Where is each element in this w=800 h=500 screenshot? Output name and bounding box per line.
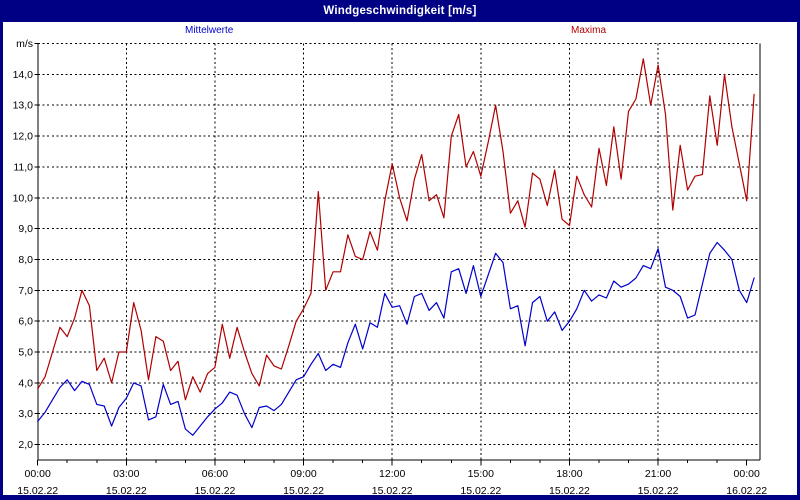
x-tick-date: 15.02.22 (460, 485, 501, 497)
x-tick-time: 18:00 (556, 468, 582, 480)
x-tick-time: 21:00 (645, 468, 671, 480)
x-tick-time: 15:00 (468, 468, 494, 480)
y-tick-label: 7,0 (18, 285, 33, 297)
y-tick-label: 2,0 (18, 439, 33, 451)
window-border-right (797, 0, 800, 500)
x-tick-date: 15.02.22 (17, 485, 58, 497)
x-tick-date: 15.02.22 (283, 485, 324, 497)
y-tick-label: 9,0 (18, 223, 33, 235)
y-tick-label: 10,0 (13, 192, 34, 204)
x-tick-time: 03:00 (113, 468, 139, 480)
wind-chart-svg: 2,0 3,0 4,0 5,0 6,0 7,0 8,0 9,0 10,0 11,0 12,0 13,0… (13, 38, 768, 497)
legend-mittelwerte: Mittelwerte (185, 25, 234, 36)
y-tick-label: 13,0 (13, 100, 34, 112)
x-tick-date: 15.02.22 (638, 485, 679, 497)
y-tick-label: 12,0 (13, 131, 34, 143)
y-tick-label: m/s (16, 38, 33, 50)
window-titlebar: Windgeschwindigkeit [m/s] (0, 0, 800, 22)
x-tick-time: 09:00 (290, 468, 316, 480)
series-line-max (37, 58, 755, 401)
y-tick-label: 4,0 (18, 377, 33, 389)
window-title: Windgeschwindigkeit [m/s] (323, 5, 477, 17)
series-line-mean (37, 241, 755, 436)
legend-maxima: Maxima (571, 25, 607, 36)
x-tick-time: 12:00 (379, 468, 405, 480)
x-tick-date: 15.02.22 (549, 485, 590, 497)
x-tick-date: 15.02.22 (106, 485, 147, 497)
y-tick-label: 8,0 (18, 254, 33, 266)
x-tick-date: 15.02.22 (195, 485, 236, 497)
x-tick-date: 16.02.22 (726, 485, 767, 497)
y-tick-label: 6,0 (18, 316, 33, 328)
y-tick-label: 11,0 (13, 161, 33, 173)
x-tick-time: 06:00 (202, 468, 228, 480)
x-tick-date: 15.02.22 (372, 485, 413, 497)
x-tick-time: 00:00 (734, 468, 760, 480)
y-tick-label: 3,0 (18, 408, 33, 420)
x-tick-time: 00:00 (25, 468, 51, 480)
y-tick-label: 5,0 (18, 347, 33, 359)
y-tick-label: 14,0 (13, 69, 34, 81)
window-border-left (0, 0, 3, 500)
window-border-bottom (0, 495, 800, 500)
